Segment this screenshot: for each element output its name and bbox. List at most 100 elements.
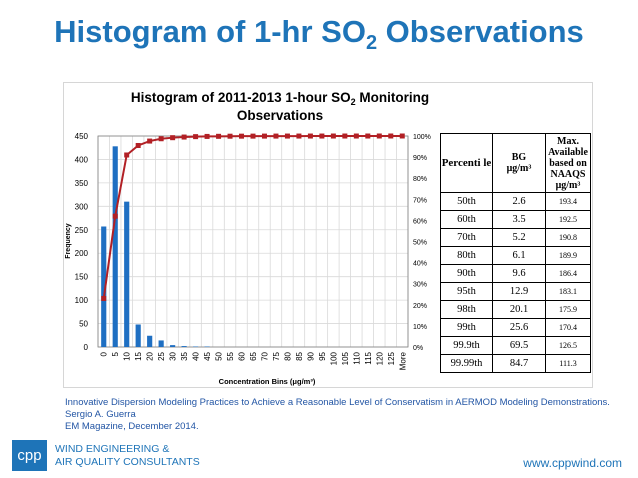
cumulative-point (147, 138, 153, 144)
x-tick-label: 10 (123, 351, 132, 360)
y-tick-label: 400 (75, 155, 89, 164)
x-tick-label: 20 (146, 351, 155, 360)
bg-cell: 9.6 (492, 264, 546, 283)
y2-tick-label: 80% (413, 176, 427, 183)
histogram-bar (112, 146, 118, 347)
table-row: 80th 6.1 189.9 (440, 246, 591, 265)
x-tick-label: 50 (215, 351, 224, 360)
x-tick-label: 40 (192, 351, 201, 360)
max-cell: 189.9 (545, 246, 591, 265)
table-row: 60th 3.5 192.5 (440, 210, 591, 229)
percentile-cell: 99.99th (440, 354, 493, 373)
plot-area-border (97, 135, 409, 348)
y-tick-label: 150 (75, 273, 89, 282)
table-row: 98th 20.1 175.9 (440, 300, 591, 319)
header-bg-label: BG (511, 152, 527, 163)
x-tick-label: 120 (375, 351, 384, 365)
y-axis-label: Frequency (65, 223, 72, 259)
y-tick-label: 250 (75, 226, 89, 235)
bg-cell: 84.7 (492, 354, 546, 373)
percentile-cell: 99.9th (440, 336, 493, 355)
x-tick-label: 70 (260, 351, 269, 360)
max-cell: 183.1 (545, 282, 591, 301)
y2-tick-label: 40% (413, 261, 427, 268)
bg-cell: 2.6 (492, 192, 546, 211)
percentile-cell: 95th (440, 282, 493, 301)
bg-cell: 3.5 (492, 210, 546, 229)
x-tick-label: 80 (283, 351, 292, 360)
x-tick-label: 75 (272, 351, 281, 360)
slide-title-tail: Observations (377, 14, 584, 49)
x-tick-label: 5 (111, 351, 120, 356)
bg-cell: 20.1 (492, 300, 546, 319)
cumulative-point (239, 133, 245, 139)
slide-title: Histogram of 1-hr SO2 Observations (0, 14, 638, 53)
y-tick-label: 350 (75, 179, 89, 188)
max-cell: 111.3 (545, 354, 591, 373)
cumulative-point (319, 133, 325, 139)
y-tick-label: 200 (75, 249, 89, 258)
table-body: 50th 2.6 193.4 60th 3.5 192.5 70th 5.2 190.8 80th… (440, 192, 591, 373)
x-tick-label: 95 (318, 351, 327, 360)
bg-cell: 5.2 (492, 228, 546, 247)
cumulative-point (227, 133, 233, 139)
max-cell: 193.4 (545, 192, 591, 211)
company-line1: WIND ENGINEERING & (55, 443, 170, 455)
histogram-bar (124, 201, 130, 347)
x-tick-label: 15 (134, 351, 143, 360)
website-link[interactable]: www.cppwind.com (523, 456, 622, 470)
header-max: Max. Available based on NAAQS μg/m³ (545, 133, 591, 193)
histogram-bar (135, 324, 141, 347)
citation-source: EM Magazine, December 2014. (65, 421, 199, 432)
bg-cell: 69.5 (492, 336, 546, 355)
percentile-cell: 80th (440, 246, 493, 265)
y-tick-label: 300 (75, 202, 89, 211)
cumulative-point (261, 133, 267, 139)
table-row: 99.99th 84.7 111.3 (440, 354, 591, 373)
x-tick-label: 30 (169, 351, 178, 360)
cumulative-point (330, 133, 336, 139)
x-tick-label: 125 (387, 351, 396, 365)
table-row: 99th 25.6 170.4 (440, 318, 591, 337)
max-cell: 170.4 (545, 318, 591, 337)
x-tick-label: More (398, 351, 407, 370)
histogram-bar (170, 345, 176, 347)
percentile-table: Percenti le BG μg/m³ Max. Available based… (440, 133, 591, 373)
header-bg: BG μg/m³ (492, 133, 546, 193)
cumulative-point (124, 152, 130, 158)
table-row: 70th 5.2 190.8 (440, 228, 591, 247)
y2-tick-label: 60% (413, 218, 427, 225)
x-axis-label: Concentration Bins (μg/m³) (219, 377, 316, 386)
y2-tick-label: 50% (413, 240, 427, 247)
x-tick-label: 55 (226, 351, 235, 360)
chart-title-line1: Histogram of 2011-2013 1-hour SO2 Monito… (100, 89, 460, 107)
bg-cell: 6.1 (492, 246, 546, 265)
cumulative-point (342, 133, 348, 139)
cumulative-point (250, 133, 256, 139)
x-tick-label: 100 (329, 351, 338, 365)
citation-author: Sergio A. Guerra (65, 409, 136, 420)
cumulative-point (135, 142, 141, 148)
company-line2: AIR QUALITY CONSULTANTS (55, 456, 200, 468)
x-tick-label: 110 (352, 351, 361, 364)
cumulative-point (158, 136, 164, 142)
chart-title-subscript: 2 (350, 97, 356, 107)
x-tick-label: 65 (249, 351, 258, 360)
y2-tick-label: 30% (413, 282, 427, 289)
table-row: 50th 2.6 193.4 (440, 192, 591, 211)
histogram-bar (147, 335, 153, 347)
cumulative-point (399, 133, 405, 139)
cumulative-point (112, 213, 118, 219)
y2-tick-label: 70% (413, 197, 427, 204)
header-percentile: Percenti le (440, 133, 493, 193)
max-cell: 186.4 (545, 264, 591, 283)
cumulative-point (296, 133, 302, 139)
x-tick-label: 115 (364, 351, 373, 364)
table-row: 90th 9.6 186.4 (440, 264, 591, 283)
table-header-row: Percenti le BG μg/m³ Max. Available based… (440, 133, 591, 193)
table-row: 99.9th 69.5 126.5 (440, 336, 591, 355)
cumulative-point (204, 133, 210, 139)
histogram-bar (158, 340, 164, 347)
cumulative-point (284, 133, 290, 139)
